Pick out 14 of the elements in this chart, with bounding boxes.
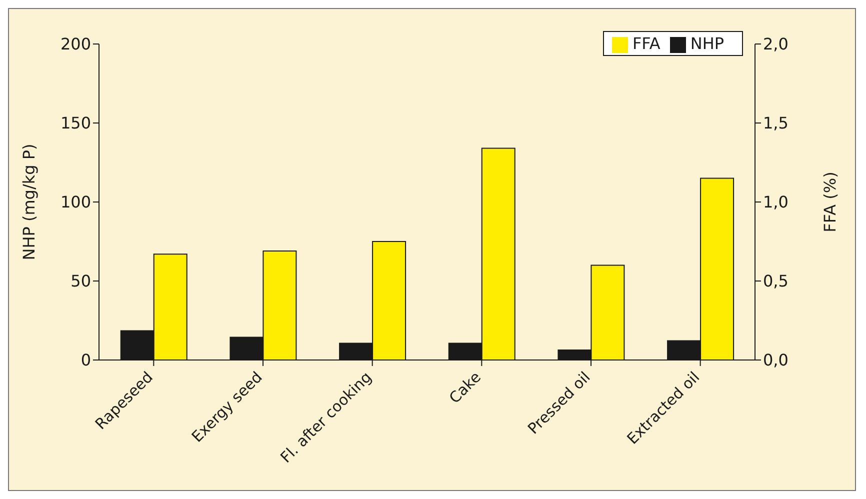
y2-tick-label: 2,0 bbox=[763, 34, 788, 54]
legend-label: FFA bbox=[632, 34, 660, 53]
y-tick-label: 0 bbox=[80, 350, 91, 370]
y-axis-title: NHP (mg/kg P) bbox=[20, 144, 39, 260]
y-tick-label: 50 bbox=[70, 272, 91, 291]
y2-tick-label: 1,0 bbox=[763, 192, 788, 212]
y-tick-label: 200 bbox=[60, 34, 91, 54]
y2-tick-label: 0,5 bbox=[763, 272, 788, 291]
y-tick-label: 150 bbox=[60, 114, 91, 133]
y2-tick-label: 1,5 bbox=[763, 114, 788, 133]
legend-label: NHP bbox=[690, 34, 724, 53]
y2-tick-label: 0,0 bbox=[763, 350, 788, 370]
y-tick-label: 100 bbox=[60, 192, 91, 212]
y2-axis-title: FFA (%) bbox=[820, 172, 840, 232]
